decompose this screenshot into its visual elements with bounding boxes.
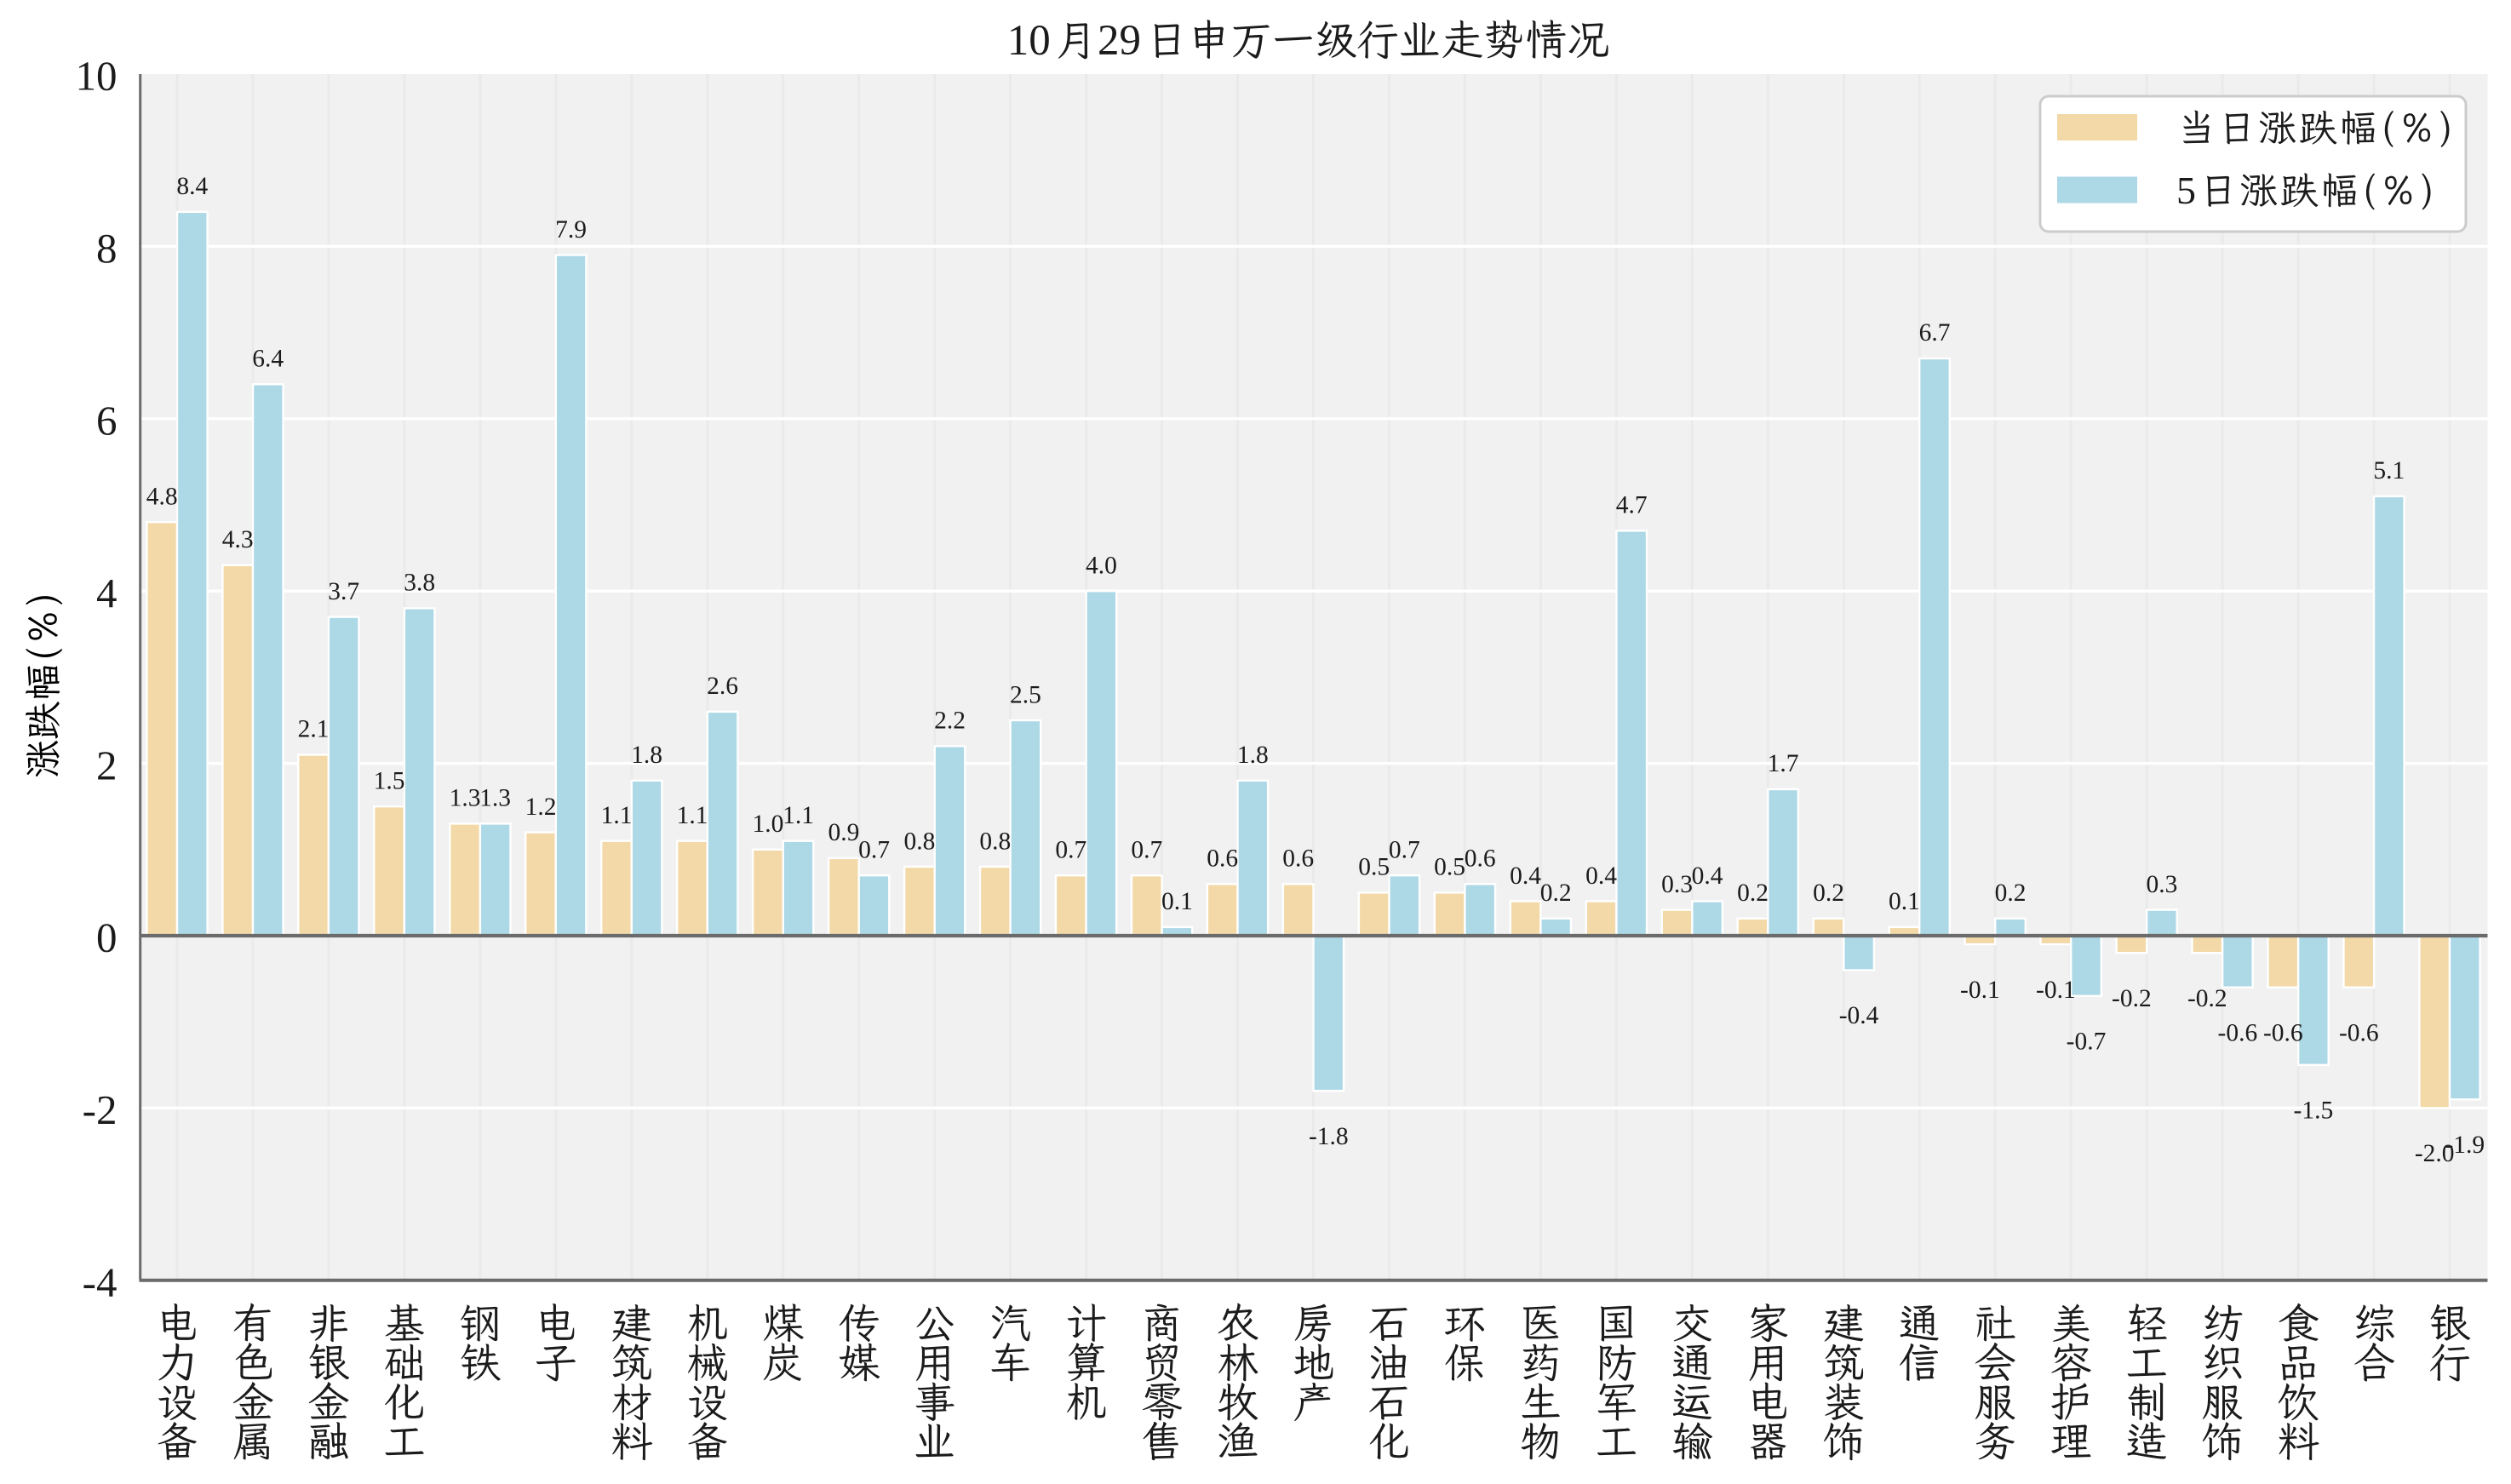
svg-text:0.2: 0.2 bbox=[1995, 880, 2027, 907]
svg-text:4: 4 bbox=[96, 570, 118, 616]
svg-text:0.7: 0.7 bbox=[1055, 836, 1086, 863]
svg-text:1.7: 1.7 bbox=[1768, 750, 1799, 777]
svg-text:0.2: 0.2 bbox=[1540, 880, 1572, 907]
svg-text:0.1: 0.1 bbox=[1161, 888, 1193, 915]
svg-text:2.5: 2.5 bbox=[1010, 681, 1041, 708]
svg-text:3.8: 3.8 bbox=[404, 570, 435, 597]
svg-text:-0.7: -0.7 bbox=[2067, 1028, 2107, 1056]
svg-text:-0.2: -0.2 bbox=[2187, 985, 2227, 1012]
svg-text:4.7: 4.7 bbox=[1616, 492, 1648, 519]
svg-text:-2.0: -2.0 bbox=[2415, 1140, 2455, 1167]
svg-text:2.2: 2.2 bbox=[934, 708, 966, 735]
svg-text:1.1: 1.1 bbox=[783, 802, 814, 829]
svg-text:-0.4: -0.4 bbox=[1839, 1002, 1879, 1029]
svg-text:8.4: 8.4 bbox=[176, 173, 208, 200]
svg-text:-1.8: -1.8 bbox=[1309, 1123, 1349, 1150]
svg-text:8: 8 bbox=[96, 225, 118, 272]
svg-text:1.1: 1.1 bbox=[601, 802, 633, 829]
svg-text:0.8: 0.8 bbox=[903, 828, 935, 855]
svg-text:6.7: 6.7 bbox=[1919, 319, 1951, 347]
svg-text:0.6: 0.6 bbox=[1465, 845, 1496, 873]
svg-text:-2: -2 bbox=[83, 1086, 118, 1133]
svg-text:2.6: 2.6 bbox=[707, 673, 738, 700]
svg-text:0.9: 0.9 bbox=[828, 819, 859, 846]
svg-text:5: 5 bbox=[2176, 169, 2196, 212]
svg-text:2.1: 2.1 bbox=[298, 716, 330, 743]
svg-text:-0.6: -0.6 bbox=[2263, 1020, 2303, 1047]
svg-text:1.1: 1.1 bbox=[677, 802, 708, 829]
svg-text:0.6: 0.6 bbox=[1207, 845, 1238, 873]
svg-text:1.5: 1.5 bbox=[374, 768, 405, 795]
svg-text:1.8: 1.8 bbox=[1237, 742, 1269, 769]
svg-text:0.1: 0.1 bbox=[1889, 888, 1920, 915]
svg-text:0.7: 0.7 bbox=[858, 836, 890, 863]
svg-text:1.8: 1.8 bbox=[631, 742, 662, 769]
svg-text:-4: -4 bbox=[83, 1259, 118, 1306]
svg-text:0.5: 0.5 bbox=[1434, 854, 1465, 881]
svg-text:0.7: 0.7 bbox=[1389, 836, 1420, 863]
svg-text:4.3: 4.3 bbox=[222, 526, 254, 553]
svg-text:0.8: 0.8 bbox=[979, 828, 1011, 855]
svg-text:-1.9: -1.9 bbox=[2445, 1132, 2485, 1159]
svg-text:29: 29 bbox=[1098, 17, 1141, 65]
svg-text:6: 6 bbox=[96, 398, 118, 444]
svg-text:0.3: 0.3 bbox=[1661, 871, 1693, 898]
svg-text:0: 0 bbox=[96, 914, 118, 961]
svg-text:0.4: 0.4 bbox=[1510, 862, 1541, 890]
svg-text:-0.6: -0.6 bbox=[2218, 1020, 2258, 1047]
svg-text:0.4: 0.4 bbox=[1692, 862, 1723, 890]
svg-text:10: 10 bbox=[1007, 17, 1051, 65]
svg-text:10: 10 bbox=[76, 53, 118, 100]
svg-text:0.6: 0.6 bbox=[1282, 845, 1314, 873]
svg-text:-0.1: -0.1 bbox=[2036, 977, 2076, 1004]
svg-text:4.0: 4.0 bbox=[1086, 553, 1117, 580]
svg-text:1.2: 1.2 bbox=[525, 794, 557, 821]
svg-text:4.8: 4.8 bbox=[146, 484, 178, 511]
svg-text:-0.1: -0.1 bbox=[1960, 977, 2000, 1004]
svg-text:6.4: 6.4 bbox=[252, 346, 284, 373]
svg-text:-0.2: -0.2 bbox=[2112, 985, 2152, 1012]
svg-text:1.0: 1.0 bbox=[752, 811, 783, 838]
svg-text:0.2: 0.2 bbox=[1737, 880, 1769, 907]
svg-text:5.1: 5.1 bbox=[2373, 457, 2405, 484]
svg-text:1.3: 1.3 bbox=[450, 785, 481, 812]
svg-text:0.5: 0.5 bbox=[1358, 854, 1390, 881]
svg-text:2: 2 bbox=[96, 742, 118, 788]
svg-text:-1.5: -1.5 bbox=[2294, 1097, 2334, 1125]
svg-text:1.3: 1.3 bbox=[479, 785, 511, 812]
svg-text:0.4: 0.4 bbox=[1585, 862, 1617, 890]
svg-text:3.7: 3.7 bbox=[328, 578, 359, 605]
svg-text:0.7: 0.7 bbox=[1131, 836, 1162, 863]
svg-text:-0.6: -0.6 bbox=[2339, 1020, 2379, 1047]
svg-text:0.3: 0.3 bbox=[2146, 871, 2177, 898]
svg-text:0.2: 0.2 bbox=[1813, 880, 1844, 907]
svg-text:7.9: 7.9 bbox=[555, 216, 587, 244]
